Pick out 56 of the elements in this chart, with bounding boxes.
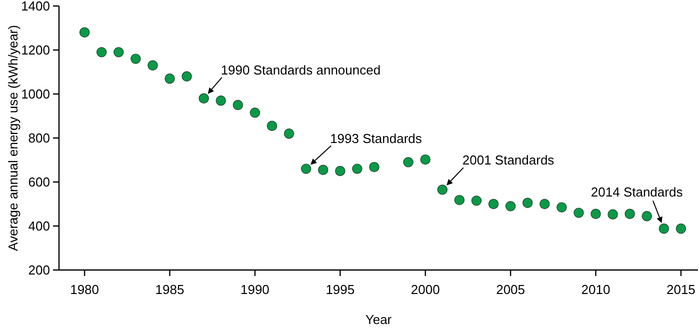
point <box>420 154 430 165</box>
point <box>318 164 328 175</box>
point <box>232 100 244 110</box>
point <box>488 198 499 210</box>
x-tick-label: 1980 <box>70 282 100 297</box>
point <box>164 74 175 84</box>
point <box>556 202 567 212</box>
point <box>574 208 584 218</box>
point <box>266 120 278 131</box>
x-tick-label: 1985 <box>155 282 184 297</box>
point <box>114 47 124 58</box>
point <box>624 208 635 219</box>
y-tick-label: 600 <box>28 174 50 190</box>
point <box>79 27 90 38</box>
x-tick-label: 2005 <box>496 282 526 297</box>
y-tick-label: 400 <box>28 218 50 234</box>
point <box>505 201 516 212</box>
point <box>300 164 312 174</box>
point <box>642 211 652 222</box>
x-tick-label: 2000 <box>410 282 440 297</box>
point <box>250 108 260 118</box>
point <box>608 209 618 220</box>
point <box>369 162 380 172</box>
x-tick-label: 1990 <box>240 282 270 297</box>
point <box>198 93 209 104</box>
point <box>284 128 294 139</box>
x-tick-label: 2015 <box>666 282 696 297</box>
point <box>148 60 158 70</box>
y-tick-label: 1200 <box>21 42 50 58</box>
y-tick-label: 1000 <box>21 86 50 102</box>
y-tick-label: 800 <box>28 130 50 146</box>
point <box>676 224 686 234</box>
point <box>403 157 414 168</box>
annotation: 2014 Standards <box>590 184 684 200</box>
point <box>437 184 448 195</box>
x-tick-label: 2010 <box>581 282 610 297</box>
point <box>352 164 362 174</box>
x-tick-label: 1995 <box>326 282 355 297</box>
point <box>130 54 141 64</box>
annotation: 1993 Standards <box>330 130 422 146</box>
point <box>454 194 465 206</box>
point <box>182 71 192 82</box>
point <box>522 198 533 208</box>
y-axis-title: Average annual energy use (kWh/year) <box>6 25 21 251</box>
point <box>658 224 670 234</box>
annotation: 1990 Standards announced <box>220 62 381 78</box>
y-tick-label: 1400 <box>21 0 50 14</box>
point <box>590 208 601 219</box>
point <box>216 96 226 106</box>
point <box>335 166 346 176</box>
y-tick-label: 200 <box>28 262 50 278</box>
point <box>540 198 550 210</box>
annotation: 2001 Standards <box>462 152 555 168</box>
point <box>96 47 107 58</box>
x-axis-title: Year <box>365 312 392 327</box>
point <box>471 196 482 206</box>
